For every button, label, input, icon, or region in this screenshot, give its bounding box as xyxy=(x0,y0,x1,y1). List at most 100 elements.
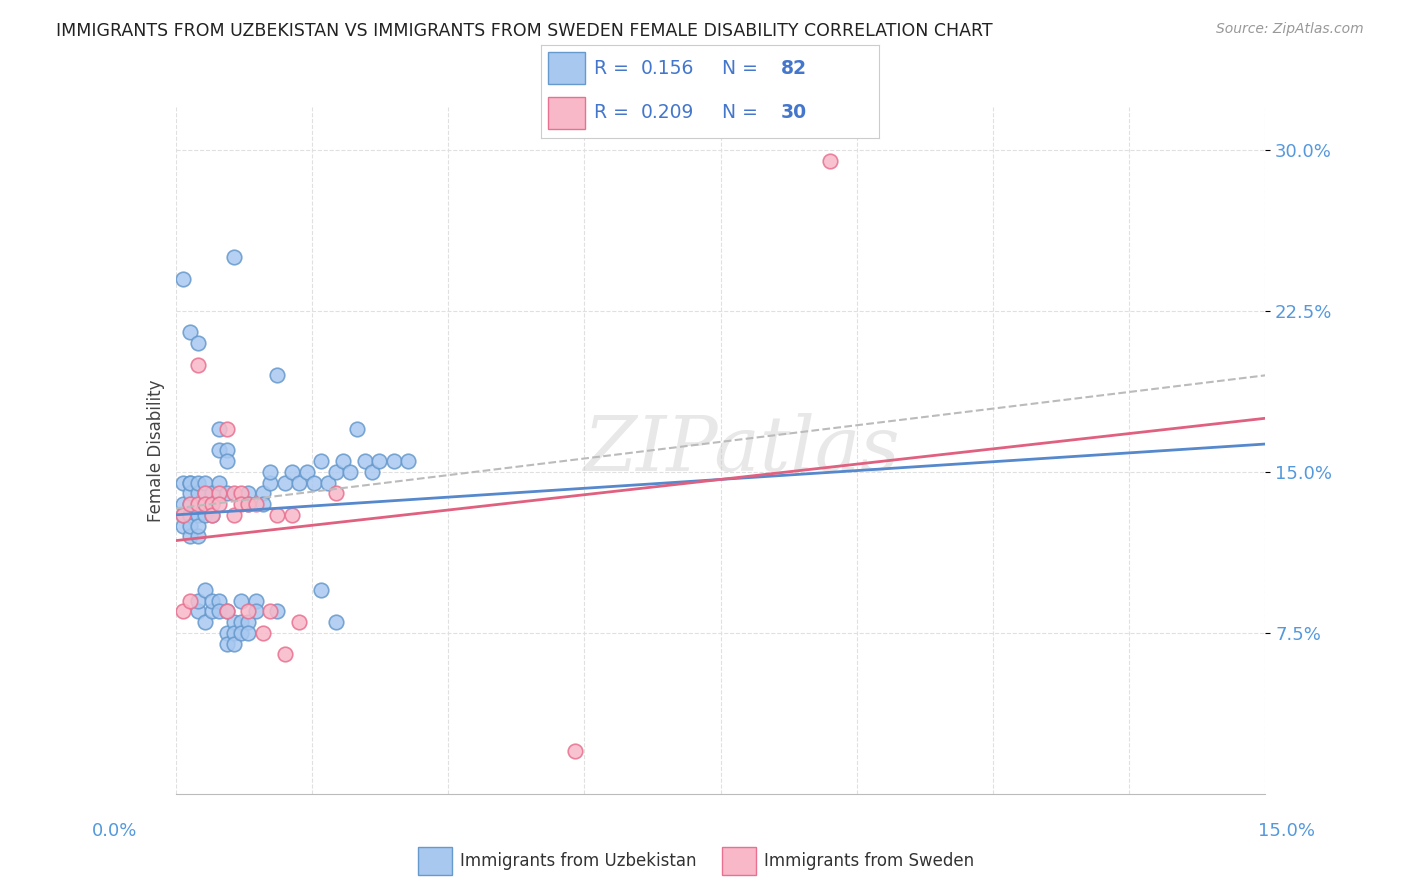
Point xyxy=(208,422,231,436)
Text: N =: N = xyxy=(710,103,763,122)
Point xyxy=(194,615,217,630)
Point xyxy=(179,326,201,340)
FancyBboxPatch shape xyxy=(548,52,585,84)
Point xyxy=(215,486,238,500)
Point xyxy=(339,465,361,479)
Point xyxy=(222,626,245,640)
Point xyxy=(186,508,209,522)
Point xyxy=(288,475,311,490)
Point xyxy=(274,475,297,490)
Point xyxy=(231,626,253,640)
Point xyxy=(215,637,238,651)
Text: 0.0%: 0.0% xyxy=(91,822,136,840)
Point xyxy=(179,508,201,522)
Point xyxy=(259,465,281,479)
Point xyxy=(194,486,217,500)
Point xyxy=(186,475,209,490)
Text: 15.0%: 15.0% xyxy=(1257,822,1315,840)
Point xyxy=(266,604,288,618)
Point xyxy=(215,626,238,640)
Point xyxy=(309,582,332,597)
Point xyxy=(266,368,288,383)
Point xyxy=(231,497,253,511)
Text: R =: R = xyxy=(593,103,634,122)
Point xyxy=(238,604,260,618)
Point xyxy=(222,615,245,630)
Point xyxy=(201,486,224,500)
Text: N =: N = xyxy=(710,59,763,78)
Point xyxy=(201,497,224,511)
Point xyxy=(245,593,267,607)
Text: Source: ZipAtlas.com: Source: ZipAtlas.com xyxy=(1216,22,1364,37)
Point xyxy=(238,486,260,500)
Point xyxy=(208,604,231,618)
Point xyxy=(238,497,260,511)
Point xyxy=(564,744,586,758)
Point xyxy=(179,518,201,533)
Point xyxy=(194,508,217,522)
Point xyxy=(259,604,281,618)
Point xyxy=(194,497,217,511)
Point xyxy=(238,615,260,630)
Point xyxy=(201,497,224,511)
Point xyxy=(215,604,238,618)
Point xyxy=(194,582,217,597)
Point xyxy=(252,497,274,511)
Point xyxy=(266,508,288,522)
Point xyxy=(222,486,245,500)
Point xyxy=(325,486,347,500)
Point xyxy=(818,153,841,168)
Point xyxy=(245,497,267,511)
Point xyxy=(245,604,267,618)
Text: Immigrants from Uzbekistan: Immigrants from Uzbekistan xyxy=(461,852,697,871)
Text: R =: R = xyxy=(593,59,634,78)
Point xyxy=(179,529,201,543)
Point xyxy=(179,475,201,490)
Text: IMMIGRANTS FROM UZBEKISTAN VS IMMIGRANTS FROM SWEDEN FEMALE DISABILITY CORRELATI: IMMIGRANTS FROM UZBEKISTAN VS IMMIGRANTS… xyxy=(56,22,993,40)
Point xyxy=(252,486,274,500)
FancyBboxPatch shape xyxy=(419,847,453,875)
Point xyxy=(368,454,391,468)
Point xyxy=(274,648,297,662)
Point xyxy=(231,593,253,607)
FancyBboxPatch shape xyxy=(548,97,585,129)
Point xyxy=(186,518,209,533)
Point xyxy=(208,497,231,511)
Point xyxy=(186,486,209,500)
Point xyxy=(259,475,281,490)
Point xyxy=(186,497,209,511)
Point xyxy=(186,358,209,372)
Point xyxy=(360,465,382,479)
Point xyxy=(179,497,201,511)
Point xyxy=(215,422,238,436)
Point xyxy=(194,475,217,490)
Point xyxy=(186,593,209,607)
Point xyxy=(172,508,194,522)
Point xyxy=(179,475,201,490)
Point xyxy=(222,508,245,522)
Point xyxy=(281,465,304,479)
Point xyxy=(238,497,260,511)
Text: 0.209: 0.209 xyxy=(641,103,695,122)
Point xyxy=(215,454,238,468)
Point xyxy=(302,475,325,490)
Point xyxy=(222,637,245,651)
Text: 82: 82 xyxy=(780,59,807,78)
Point xyxy=(172,508,194,522)
Point xyxy=(318,475,340,490)
Point xyxy=(208,443,231,458)
Point xyxy=(295,465,318,479)
Point xyxy=(172,271,194,285)
Point xyxy=(288,615,311,630)
Point xyxy=(186,604,209,618)
Point xyxy=(281,508,304,522)
Point xyxy=(201,508,224,522)
Point xyxy=(215,604,238,618)
Point xyxy=(179,508,201,522)
Point xyxy=(179,497,201,511)
Point xyxy=(201,508,224,522)
Point xyxy=(346,422,368,436)
Point xyxy=(172,518,194,533)
Point xyxy=(332,454,354,468)
Point xyxy=(172,497,194,511)
